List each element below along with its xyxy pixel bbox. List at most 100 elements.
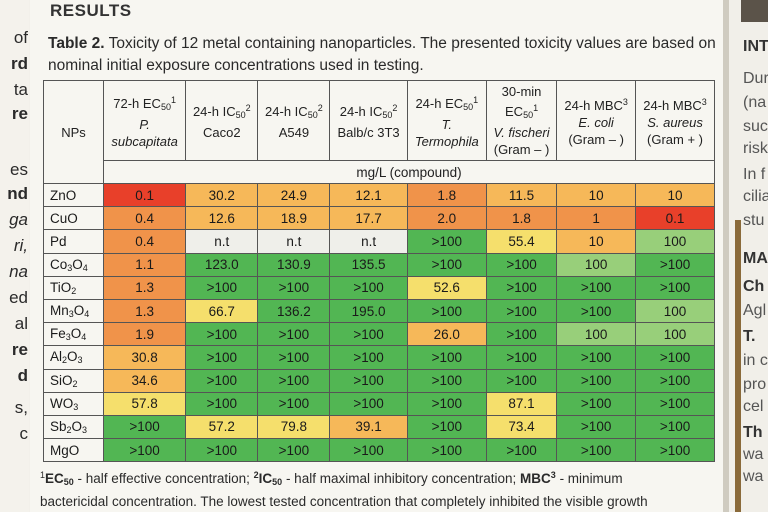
value-cell: >100 xyxy=(485,345,558,370)
right-fragment: In f xyxy=(743,166,766,183)
value-cell: 52.6 xyxy=(406,275,487,300)
value-cell: 57.8 xyxy=(102,391,187,416)
table-row: Sb2O3 >100 57.2 79.8 39.1 >100 73.4 >100 >100 xyxy=(43,414,715,440)
left-fragment: es xyxy=(10,160,28,179)
np-name: ZnO xyxy=(43,182,104,208)
np-name: WO3 xyxy=(43,391,104,416)
table-caption: Table 2. Toxicity of 12 metal containing… xyxy=(48,33,720,77)
value-cell: >100 xyxy=(556,414,637,440)
value-cell: >100 xyxy=(406,414,487,440)
value-cell: 57.2 xyxy=(185,414,259,440)
value-cell: 0.4 xyxy=(102,229,187,254)
footnote-ec-sub: 50 xyxy=(63,477,74,487)
value-cell: 1.3 xyxy=(102,298,187,324)
value-cell: >100 xyxy=(635,275,715,300)
value-cell: >100 xyxy=(485,275,558,300)
value-cell: n.t xyxy=(185,229,259,254)
left-fragment: ri, xyxy=(13,236,28,255)
value-cell: 1.3 xyxy=(102,275,187,300)
table-row: CuO 0.4 12.6 18.9 17.7 2.0 1.8 1 0.1 xyxy=(43,206,715,231)
right-fragment: suc xyxy=(743,118,768,135)
value-cell: >100 xyxy=(257,275,331,300)
left-fragment: ed xyxy=(9,288,28,307)
value-cell: >100 xyxy=(635,368,715,393)
np-name: Co3O4 xyxy=(43,252,104,277)
right-fragment: Agl xyxy=(743,302,767,319)
value-cell: >100 xyxy=(406,229,487,254)
footnote-ic-def: - half maximal inhibitory concentration; xyxy=(282,471,521,486)
np-name: Pd xyxy=(43,229,104,254)
value-cell: >100 xyxy=(329,345,408,370)
column-header: 72-h EC501 P. subcapitata xyxy=(102,80,187,161)
right-fragment: pro xyxy=(743,376,767,393)
value-cell: 2.0 xyxy=(406,206,487,231)
value-cell: >100 xyxy=(257,345,331,370)
value-cell: 123.0 xyxy=(185,252,259,277)
value-cell: 30.2 xyxy=(185,182,259,208)
value-cell: >100 xyxy=(102,438,187,463)
footnote-ec-def: - half effective concentration; xyxy=(73,471,254,486)
left-fragment: re xyxy=(11,340,28,359)
footnote-ec-term: EC xyxy=(45,471,64,486)
value-cell: 66.7 xyxy=(185,298,259,324)
left-fragment: ta xyxy=(13,80,28,99)
value-cell: 34.6 xyxy=(102,368,187,393)
column-header: 24-h IC502 A549 xyxy=(257,80,331,161)
column-header: 30-min EC501 V. fischeri (Gram – ) xyxy=(485,80,558,161)
value-cell: 24.9 xyxy=(257,182,331,208)
value-cell: >100 xyxy=(485,438,558,463)
np-name: TiO2 xyxy=(43,275,104,300)
value-cell: 100 xyxy=(635,322,715,347)
value-cell: >100 xyxy=(257,368,331,393)
right-fragment: cilia xyxy=(743,188,768,205)
caption-text: Toxicity of 12 metal containing nanopart… xyxy=(48,35,716,74)
value-cell: >100 xyxy=(635,252,715,277)
value-cell: >100 xyxy=(556,438,637,463)
value-cell: 79.8 xyxy=(257,414,331,440)
value-cell: >100 xyxy=(635,391,715,416)
value-cell: 17.7 xyxy=(329,206,408,231)
value-cell: >100 xyxy=(185,322,259,347)
margin-bar xyxy=(735,220,741,512)
left-fragment: re xyxy=(11,104,28,123)
value-cell: >100 xyxy=(185,345,259,370)
value-cell: >100 xyxy=(556,368,637,393)
value-cell: >100 xyxy=(329,275,408,300)
value-cell: 0.1 xyxy=(635,206,715,231)
right-fragment: in c xyxy=(743,352,768,369)
left-fragment: nd xyxy=(7,184,28,203)
right-fragment: INT xyxy=(743,38,768,55)
value-cell: >100 xyxy=(102,414,187,440)
value-cell: >100 xyxy=(185,368,259,393)
value-cell: >100 xyxy=(406,391,487,416)
value-cell: >100 xyxy=(635,438,715,463)
column-header: 24-h IC502 Balb/c 3T3 xyxy=(329,80,408,161)
value-cell: >100 xyxy=(485,252,558,277)
value-cell: >100 xyxy=(485,298,558,324)
value-cell: >100 xyxy=(556,298,637,324)
value-cell: 73.4 xyxy=(485,414,558,440)
left-fragment: s, xyxy=(14,398,28,417)
section-heading: RESULTS xyxy=(50,1,132,20)
unit-label: mg/L (compound) xyxy=(103,160,715,184)
table-row: WO3 57.8 >100 >100 >100 >100 87.1 >100 >100 xyxy=(43,391,715,416)
np-name: Fe3O4 xyxy=(43,322,104,347)
left-fragment: al xyxy=(14,314,28,333)
value-cell: >100 xyxy=(257,438,331,463)
table-row: Pd 0.4 n.t n.t n.t >100 55.4 10 100 xyxy=(43,229,715,254)
caption-label: Table 2. xyxy=(48,35,105,52)
value-cell: 1.8 xyxy=(406,182,487,208)
value-cell: n.t xyxy=(329,229,408,254)
value-cell: >100 xyxy=(406,345,487,370)
value-cell: 1.9 xyxy=(102,322,187,347)
right-fragment: stu xyxy=(743,212,765,229)
footnote-ic-term: IC xyxy=(258,471,273,486)
table-header-row: NPs 72-h EC501 P. subcapitata 24-h IC502 Cac… xyxy=(43,80,715,184)
value-cell: >100 xyxy=(406,252,487,277)
right-fragment: (na xyxy=(743,94,767,111)
value-cell: 10 xyxy=(556,182,637,208)
value-cell: 11.5 xyxy=(485,182,558,208)
left-fragment: of xyxy=(13,28,28,47)
value-cell: 130.9 xyxy=(257,252,331,277)
value-cell: n.t xyxy=(257,229,331,254)
